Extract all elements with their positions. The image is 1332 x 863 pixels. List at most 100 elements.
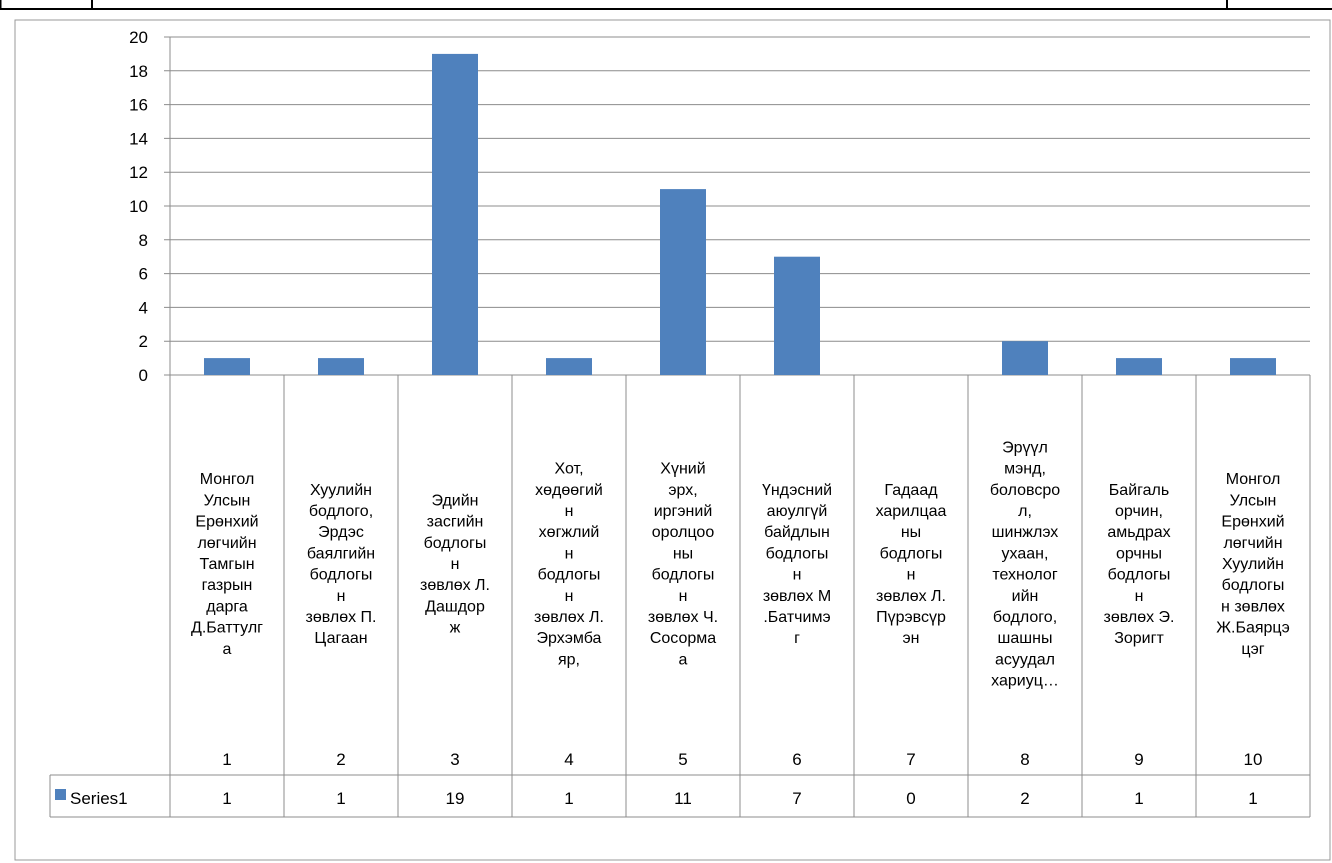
category-label-line: боловсро — [990, 482, 1060, 499]
legend-key — [55, 789, 66, 800]
category-label-line: орчны — [1116, 545, 1162, 562]
value-cell: 7 — [792, 789, 801, 808]
legend-series-name: Series1 — [70, 789, 128, 808]
category-label-line: эрх, — [668, 482, 697, 499]
y-axis: 0 2 4 6 8 10 12 14 16 18 20 — [129, 28, 171, 385]
category-label-line: Эрүүл — [1002, 439, 1048, 456]
y-tick-label: 10 — [129, 197, 148, 216]
category-label-line: н зөвлөх — [1221, 598, 1285, 615]
category-label-line: бодлогы — [652, 567, 715, 584]
category-label-line: Эдийн — [431, 492, 478, 509]
category-label-line: а — [223, 641, 232, 658]
category-label-line: харилцаа — [876, 503, 947, 520]
category-label-line: аюулгүй — [767, 503, 828, 520]
category-label-line: шинжлэх — [992, 524, 1059, 541]
category-label-line: асуудал — [995, 651, 1055, 668]
bar — [432, 53, 478, 376]
category-label-line: Монгол — [1226, 471, 1281, 488]
category-label-line: орчин, — [1115, 503, 1163, 520]
category-label-line: Пүрэвсүр — [876, 609, 946, 626]
category-label-line: Дашдор — [425, 598, 485, 615]
category-label-line: лөгчийн — [197, 535, 256, 552]
category-label-line: хөдөөгий — [535, 482, 603, 499]
bar — [546, 358, 592, 375]
category-label-line: Монгол — [200, 471, 255, 488]
category-label-line: .Батчимэ — [763, 609, 830, 626]
y-tick-label: 16 — [129, 96, 148, 115]
bar-series — [204, 53, 1276, 376]
data-table: Монгол Улсын Ерөнхий лөгчийн Тамгын газрын дар… — [49, 375, 1311, 818]
category-label-line: Хүний — [660, 461, 705, 478]
bar — [318, 358, 364, 375]
category-label-line: оролцоо — [652, 524, 715, 541]
category-label-line: Хот, — [554, 461, 583, 478]
category-number: 6 — [792, 750, 801, 769]
bar — [1230, 358, 1276, 375]
category-label-line: яр, — [558, 651, 580, 668]
value-cell: 1 — [222, 789, 231, 808]
bar — [774, 256, 820, 375]
category-label-line: н — [451, 556, 460, 573]
category-label-line: н — [793, 567, 802, 584]
category-label-line: засгийн — [427, 514, 484, 531]
value-cell: 11 — [674, 789, 692, 808]
category-label-line: Ерөнхий — [1221, 514, 1284, 531]
category-label-line: Гадаад — [884, 482, 938, 499]
category-number: 10 — [1244, 750, 1263, 769]
category-label-line: ухаан, — [1002, 545, 1049, 562]
category-label-line: эн — [903, 630, 920, 647]
category-label-line: баялгийн — [307, 545, 375, 562]
category-number: 5 — [678, 750, 687, 769]
y-tick-label: 4 — [139, 298, 148, 317]
value-cell: 1 — [336, 789, 345, 808]
category-label-line: Зоригт — [1114, 630, 1164, 647]
bar — [1002, 341, 1048, 375]
category-number: 1 — [222, 750, 231, 769]
category-label-line: Улсын — [204, 492, 251, 509]
category-label-line: Эрдэс — [318, 524, 364, 541]
value-cell: 19 — [446, 789, 465, 808]
category-label-line: бодлогы — [880, 545, 943, 562]
category-label-line: бодлогы — [1222, 577, 1285, 594]
y-tick-label: 0 — [139, 366, 148, 385]
category-number: 2 — [336, 750, 345, 769]
category-label-line: Улсын — [1230, 492, 1277, 509]
category-label-line: зөвлөх П. — [306, 609, 377, 626]
category-label-line: Ж.Баярцэ — [1216, 620, 1290, 637]
y-tick-label: 2 — [139, 332, 148, 351]
category-number: 7 — [906, 750, 915, 769]
y-tick-label: 18 — [129, 62, 148, 81]
category-label-line: н — [1135, 588, 1144, 605]
value-cell: 0 — [906, 789, 915, 808]
category-label-line: бодлогы — [538, 567, 601, 584]
category-label-line: бодлогы — [766, 545, 829, 562]
value-cell: 1 — [564, 789, 573, 808]
category-number: 3 — [450, 750, 459, 769]
category-label-line: иргэний — [654, 503, 713, 520]
category-label-line: зөвлөх Ч. — [648, 609, 718, 626]
category-number: 8 — [1020, 750, 1029, 769]
category-label-line: байдлын — [764, 524, 830, 541]
y-tick-label: 8 — [139, 231, 148, 250]
category-label-line: н — [679, 588, 688, 605]
category-label-line: амьдрах — [1107, 524, 1170, 541]
bar — [660, 189, 706, 375]
bar — [1116, 358, 1162, 375]
category-label-line: Хуулийн — [1222, 556, 1284, 573]
bar — [204, 358, 250, 375]
category-label-line: Хуулийн — [310, 482, 372, 499]
category-label-line: ны — [673, 545, 693, 562]
category-label-line: бодлого, — [309, 503, 373, 520]
category-label-line: бодлогы — [310, 567, 373, 584]
category-label-line: н — [565, 588, 574, 605]
category-label-line: г — [794, 630, 800, 647]
category-label-line: Сосорма — [650, 630, 716, 647]
y-tick-label: 6 — [139, 265, 148, 284]
category-label-line: хөгжлий — [539, 524, 600, 541]
y-tick-label: 14 — [129, 129, 148, 148]
category-label-line: Байгаль — [1109, 482, 1169, 499]
category-label-line: мэнд, — [1004, 461, 1046, 478]
category-label-line: шашны — [998, 630, 1053, 647]
